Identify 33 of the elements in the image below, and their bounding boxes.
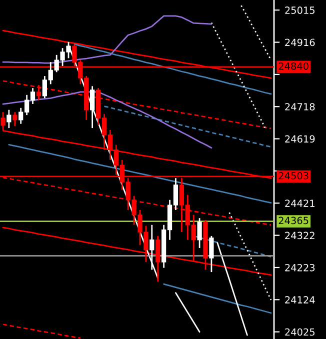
- y-tick-label: 24619: [285, 135, 315, 143]
- line-series: [2, 30, 272, 79]
- candlestick: [12, 111, 18, 127]
- ref-line-label: 24503: [278, 172, 308, 180]
- y-tick-label: 24421: [285, 200, 314, 207]
- line-series: [216, 242, 248, 336]
- y-tick-label: 24124: [285, 296, 315, 304]
- line-series: [210, 22, 266, 128]
- y-tick-label: 24223: [285, 264, 315, 272]
- candlestick: [150, 224, 154, 270]
- candlestick: [6, 109, 12, 129]
- line-series: [2, 80, 272, 130]
- candlestick: [209, 235, 214, 273]
- line-series: [68, 44, 159, 279]
- line-series: [2, 91, 212, 149]
- line-series: [228, 212, 272, 301]
- candlestick: [90, 85, 95, 129]
- y-tick-label: 24718: [285, 103, 315, 110]
- line-series: [175, 292, 200, 333]
- line-series: [240, 4, 272, 61]
- line-series: [104, 106, 272, 148]
- candlestick: [197, 217, 202, 249]
- candlestick: [36, 84, 42, 101]
- line-series: [74, 44, 272, 95]
- line-series: [163, 283, 272, 314]
- y-tick-label: 24916: [285, 38, 315, 46]
- y-tick-label: 24322: [285, 232, 314, 240]
- line-series: [8, 144, 272, 204]
- ref-line-label: 24365: [278, 216, 308, 224]
- y-tick-label: 25015: [285, 6, 314, 14]
- ref-line-label: 24840: [278, 62, 308, 70]
- line-series: [2, 324, 82, 339]
- y-tick-label: 24025: [285, 328, 314, 336]
